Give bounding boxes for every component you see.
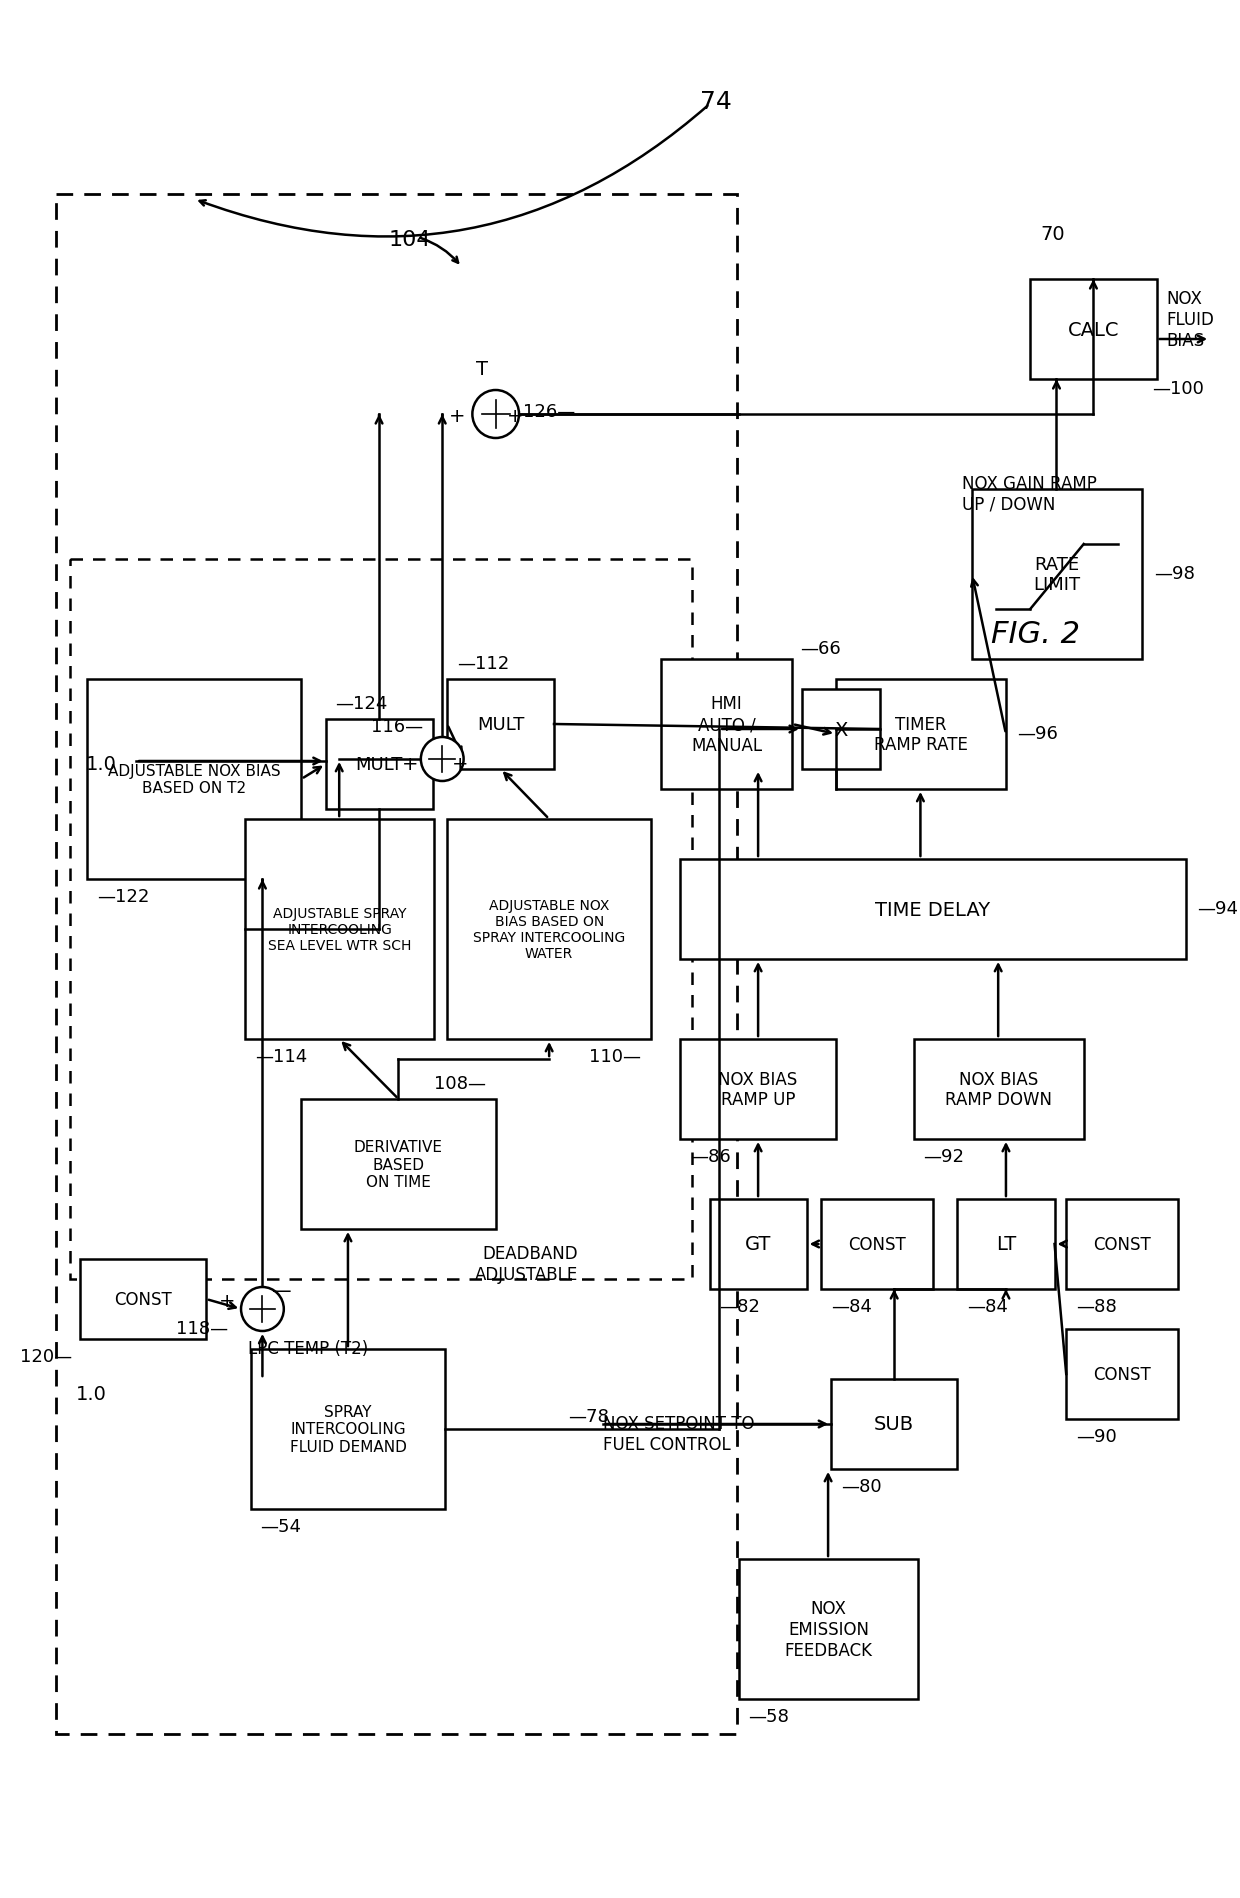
Text: NOX SETPOINT TO
FUEL CONTROL: NOX SETPOINT TO FUEL CONTROL [603, 1414, 754, 1454]
Text: —58: —58 [749, 1706, 790, 1725]
Bar [79, 1260, 206, 1340]
Text: 74: 74 [699, 89, 732, 114]
Bar [739, 1558, 919, 1699]
Text: CONST: CONST [1094, 1236, 1151, 1253]
Bar [802, 689, 879, 769]
Text: NOX BIAS
RAMP UP: NOX BIAS RAMP UP [718, 1070, 797, 1108]
Text: —80: —80 [841, 1477, 882, 1496]
Bar [56, 195, 737, 1735]
Bar [448, 679, 554, 769]
Bar [1030, 279, 1157, 380]
Text: NOX
FLUID
BIAS: NOX FLUID BIAS [1167, 290, 1214, 349]
Text: —98: —98 [1153, 566, 1194, 583]
Text: —84: —84 [831, 1298, 872, 1315]
Bar [709, 1200, 807, 1289]
Text: T: T [476, 361, 489, 380]
Text: NOX BIAS
RAMP DOWN: NOX BIAS RAMP DOWN [945, 1070, 1053, 1108]
Text: —92: —92 [924, 1148, 965, 1165]
Bar [1066, 1200, 1178, 1289]
Text: ADJUSTABLE SPRAY
INTERCOOLING
SEA LEVEL WTR SCH: ADJUSTABLE SPRAY INTERCOOLING SEA LEVEL … [268, 907, 412, 953]
Text: +: + [451, 755, 469, 774]
Text: RATE
LIMIT: RATE LIMIT [1033, 556, 1080, 594]
Text: SUB: SUB [874, 1414, 914, 1433]
Text: MULT: MULT [356, 755, 403, 774]
Text: —78: —78 [569, 1406, 609, 1425]
Text: MULT: MULT [477, 716, 525, 735]
Bar [69, 560, 692, 1279]
Text: HMI
AUTO /
MANUAL: HMI AUTO / MANUAL [691, 695, 763, 754]
Text: —124: —124 [335, 695, 388, 712]
Bar [1066, 1329, 1178, 1420]
Text: —94: —94 [1198, 900, 1239, 917]
Text: LPC TEMP (T2): LPC TEMP (T2) [248, 1340, 368, 1357]
Text: CONST: CONST [114, 1291, 172, 1308]
Text: NOX GAIN RAMP
UP / DOWN: NOX GAIN RAMP UP / DOWN [962, 474, 1097, 514]
Text: LT: LT [996, 1236, 1016, 1255]
Bar [246, 820, 434, 1040]
Bar [250, 1349, 445, 1509]
Text: —96: —96 [1018, 725, 1059, 742]
Text: GT: GT [745, 1236, 771, 1255]
Text: —100: —100 [1152, 380, 1204, 399]
Text: 110—: 110— [589, 1048, 641, 1065]
Circle shape [420, 738, 464, 782]
Bar [972, 490, 1142, 661]
Text: SPRAY
INTERCOOLING
FLUID DEMAND: SPRAY INTERCOOLING FLUID DEMAND [289, 1405, 407, 1454]
Bar [831, 1380, 957, 1469]
Text: 126—: 126— [523, 402, 575, 421]
Bar [88, 679, 301, 879]
Text: CONST: CONST [1094, 1365, 1151, 1384]
Text: —90: —90 [1076, 1427, 1117, 1444]
Text: —114: —114 [254, 1048, 306, 1065]
Text: TIME DELAY: TIME DELAY [875, 900, 991, 919]
Circle shape [241, 1287, 284, 1330]
Text: —88: —88 [1076, 1298, 1117, 1315]
Bar [301, 1099, 496, 1230]
Text: —122: —122 [97, 888, 150, 905]
Text: —84: —84 [967, 1298, 1008, 1315]
Circle shape [472, 391, 520, 438]
Text: 120—: 120— [20, 1348, 72, 1365]
Bar [661, 661, 792, 790]
Text: 1.0: 1.0 [86, 755, 117, 774]
Text: +: + [218, 1291, 236, 1310]
Text: —66: —66 [800, 640, 841, 657]
Bar [681, 860, 1185, 960]
Bar [957, 1200, 1054, 1289]
Text: +: + [507, 406, 523, 425]
Text: X: X [835, 719, 847, 738]
Text: —86: —86 [691, 1148, 730, 1165]
Text: —112: —112 [456, 655, 510, 672]
Text: 70: 70 [1040, 224, 1065, 243]
Text: 104: 104 [389, 230, 432, 251]
Text: FIG. 2: FIG. 2 [991, 619, 1080, 649]
Text: +: + [449, 406, 465, 425]
Text: +: + [402, 755, 418, 774]
Text: CALC: CALC [1068, 321, 1120, 340]
Text: CONST: CONST [848, 1236, 906, 1253]
Text: DERIVATIVE
BASED
ON TIME: DERIVATIVE BASED ON TIME [353, 1139, 443, 1190]
Bar [326, 719, 433, 810]
Text: —54: —54 [260, 1517, 301, 1535]
Text: —82: —82 [719, 1298, 760, 1315]
Text: 1.0: 1.0 [76, 1384, 107, 1403]
Text: —: — [272, 1281, 291, 1300]
Text: 116—: 116— [371, 717, 423, 736]
Text: NOX
EMISSION
FEEDBACK: NOX EMISSION FEEDBACK [785, 1600, 873, 1659]
Bar [836, 679, 1006, 790]
Text: DEADBAND
ADJUSTABLE: DEADBAND ADJUSTABLE [475, 1245, 578, 1283]
Bar [448, 820, 651, 1040]
Bar [821, 1200, 932, 1289]
Bar [914, 1040, 1084, 1139]
Text: 108—: 108— [434, 1074, 486, 1093]
Bar [681, 1040, 836, 1139]
Text: ADJUSTABLE NOX
BIAS BASED ON
SPRAY INTERCOOLING
WATER: ADJUSTABLE NOX BIAS BASED ON SPRAY INTER… [472, 898, 625, 960]
Text: ADJUSTABLE NOX BIAS
BASED ON T2: ADJUSTABLE NOX BIAS BASED ON T2 [108, 763, 280, 795]
Text: 118—: 118— [176, 1319, 228, 1338]
Text: TIMER
RAMP RATE: TIMER RAMP RATE [874, 716, 968, 754]
